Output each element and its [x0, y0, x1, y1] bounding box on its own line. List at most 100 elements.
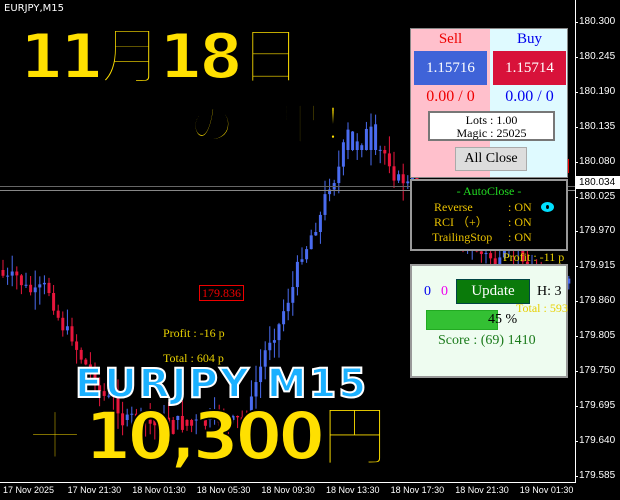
price-tick: 179.970: [574, 225, 616, 237]
candle-body: [176, 415, 180, 420]
candle-body: [52, 293, 56, 311]
candle-body: [282, 311, 286, 325]
candle-body: [213, 410, 217, 417]
candle-body: [203, 416, 207, 426]
candle-body: [521, 246, 525, 262]
candle-body: [153, 420, 157, 426]
candle-body: [208, 416, 212, 420]
candle-body: [318, 214, 322, 232]
candle-body: [19, 275, 23, 286]
candle-body: [70, 326, 74, 342]
candle-body: [249, 396, 253, 420]
price-tick: 180.135: [574, 120, 616, 132]
candle-body: [15, 271, 19, 276]
candle-body: [42, 282, 46, 285]
date-title: 11月18日: [19, 20, 303, 93]
sell-label: Sell: [438, 31, 463, 47]
candle-body: [484, 253, 488, 255]
candle-body: [502, 249, 506, 258]
time-tick: 18 Nov 09:30: [261, 485, 315, 495]
candle-body: [180, 415, 184, 430]
candle-body: [88, 364, 92, 369]
candle-body: [65, 326, 69, 331]
bid-line: [0, 190, 575, 191]
time-tick: 17 Nov 2025: [3, 485, 55, 495]
price-axis-line: [575, 0, 576, 482]
candle-body: [107, 395, 111, 397]
rci-label: RCI （+）: [434, 215, 488, 229]
candle-body: [300, 259, 304, 262]
time-axis-line: [0, 482, 576, 483]
candle-body: [231, 415, 235, 420]
lots-magic-box: Lots : 1.00 Magic : 25025: [428, 111, 555, 141]
price-tick: 179.750: [574, 365, 616, 376]
status-dot-icon[interactable]: [541, 202, 554, 212]
candle-body: [291, 287, 295, 303]
candle-body: [346, 129, 350, 150]
candle-body: [134, 413, 138, 426]
candle-body: [355, 141, 359, 150]
reverse-value: : ON: [508, 200, 532, 214]
candle-body: [401, 174, 405, 184]
candle-body: [47, 282, 51, 294]
progress-bar: 45 %: [426, 310, 558, 330]
candle-body: [33, 287, 37, 293]
candle-body: [254, 382, 258, 397]
h-label: H: 3: [537, 284, 562, 299]
candle-body: [199, 416, 203, 420]
time-tick: 18 Nov 21:30: [455, 485, 509, 495]
candle-body: [392, 166, 396, 181]
score-label: Score : (69) 1410: [438, 333, 536, 348]
autoclose-title: - AutoClose -: [456, 184, 522, 198]
candle-body: [378, 149, 382, 151]
candle-body: [222, 420, 226, 432]
candle-body: [84, 359, 88, 365]
candle-body: [489, 253, 493, 259]
candle-body: [245, 420, 249, 436]
candle-body: [337, 166, 341, 184]
reverse-label: Reverse: [434, 200, 473, 214]
price-tick: 179.860: [574, 295, 616, 307]
candle-body: [406, 181, 410, 184]
total-label-2: Total : 593: [516, 301, 568, 315]
candle-body: [144, 414, 148, 419]
price-tick: 180.190: [574, 85, 616, 97]
candle-body: [29, 284, 33, 293]
count-magenta: 0: [441, 284, 448, 299]
candle-body: [56, 310, 60, 318]
candle-body: [360, 145, 364, 150]
candle-body: [323, 194, 327, 215]
time-tick: 18 Nov 01:30: [132, 485, 186, 495]
total-label: Total : 604 p: [163, 351, 224, 365]
candle-body: [479, 251, 483, 255]
update-button[interactable]: Update: [456, 279, 530, 304]
sell-button[interactable]: 1.15716: [414, 51, 487, 85]
price-tick: 179.805: [574, 330, 616, 342]
candle-body: [139, 414, 143, 420]
candle-body: [286, 302, 290, 312]
candle-body: [387, 153, 391, 167]
candle-body: [185, 420, 189, 426]
candle-body: [24, 284, 28, 286]
buy-button[interactable]: 1.15714: [493, 51, 566, 85]
price-tick: 179.640: [574, 434, 616, 446]
candle-body: [341, 142, 345, 167]
candle-body: [263, 350, 267, 367]
time-tick: 19 Nov 01:30: [519, 485, 574, 495]
all-close-button[interactable]: All Close: [455, 147, 527, 171]
candle-body: [397, 174, 401, 181]
candle-body: [364, 128, 368, 150]
profit-label-2: Profit : -11 p: [503, 250, 565, 264]
score-panel: 0 0 Update H: 3 45 % Score : (69) 1410: [410, 264, 568, 378]
candle-body: [217, 410, 221, 423]
candle-body: [383, 150, 387, 154]
candle-body: [116, 396, 120, 414]
candle-body: [295, 261, 299, 288]
time-tick: 18 Nov 17:30: [390, 485, 445, 495]
candle-body: [374, 124, 378, 150]
price-tick: 180.025: [574, 190, 616, 202]
candle-body: [567, 278, 571, 284]
price-tag: 179.836: [199, 285, 244, 301]
lots-label: Lots : 1.00: [465, 113, 518, 127]
candle-body: [148, 418, 152, 424]
